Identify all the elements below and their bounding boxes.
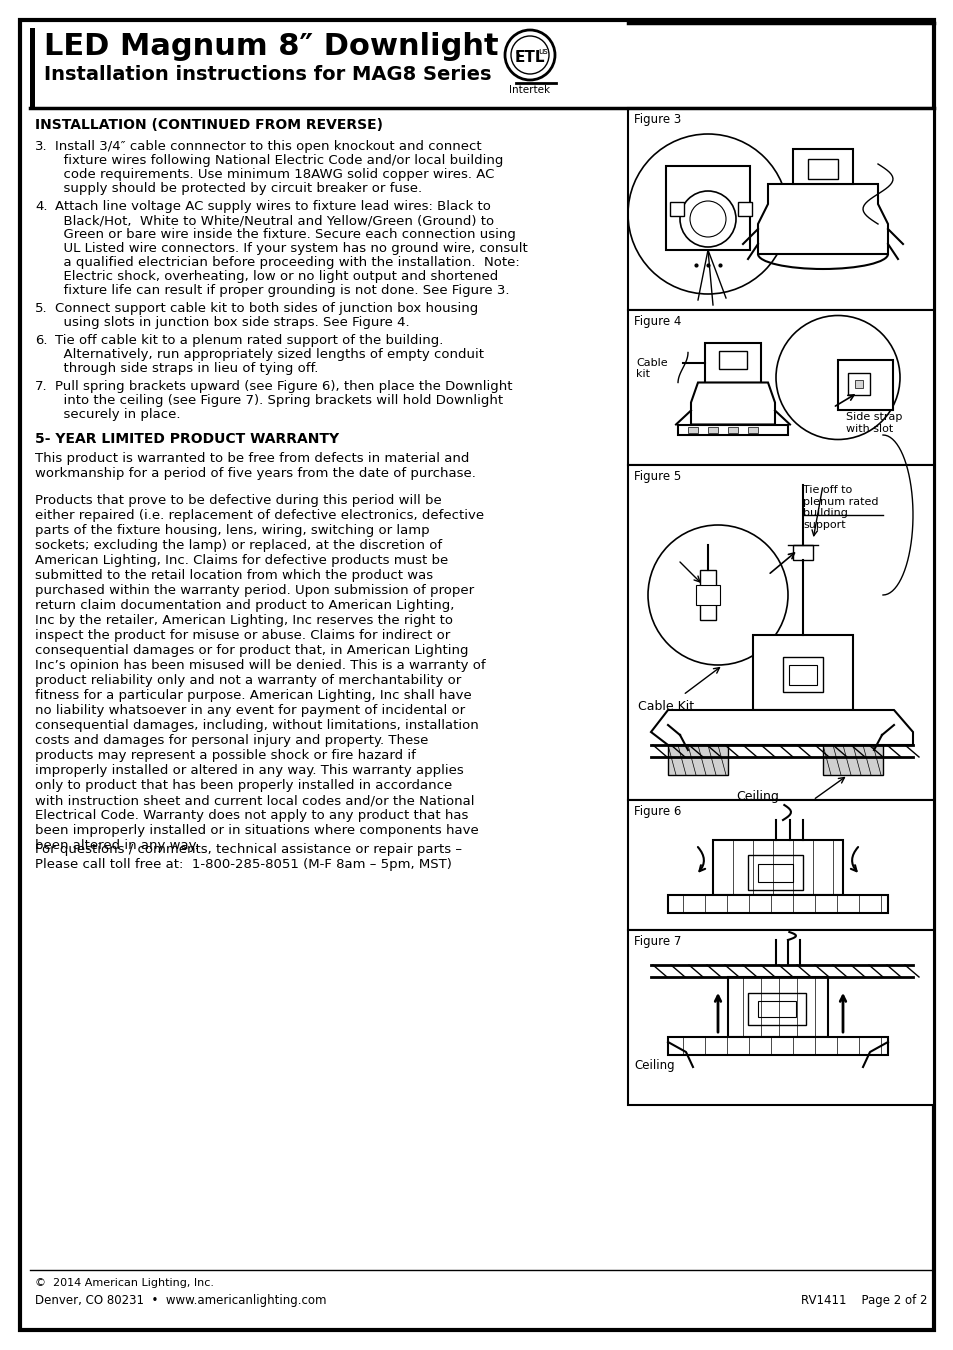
Text: Tie off to
plenum rated
building
support: Tie off to plenum rated building support	[802, 485, 878, 529]
Bar	[807, 159, 837, 180]
Text: Black/Hot,  White to White/Neutral and Yellow/Green (Ground) to: Black/Hot, White to White/Neutral and Ye…	[55, 215, 494, 227]
Bar	[792, 148, 852, 184]
Text: Cable Kit: Cable Kit	[638, 701, 694, 713]
Bar	[727, 427, 738, 432]
Bar	[752, 634, 852, 710]
Text: fixture wires following National Electric Code and/or local building: fixture wires following National Electri…	[55, 154, 503, 167]
Bar	[667, 895, 887, 913]
Bar	[678, 424, 787, 435]
Bar	[788, 666, 816, 684]
Text: Ceiling: Ceiling	[736, 790, 779, 803]
Bar	[758, 864, 792, 882]
Text: 3.: 3.	[35, 140, 48, 153]
Text: Figure 6: Figure 6	[634, 805, 680, 818]
Text: code requirements. Use minimum 18AWG solid copper wires. AC: code requirements. Use minimum 18AWG sol…	[55, 167, 494, 181]
Text: Connect support cable kit to both sides of junction box housing: Connect support cable kit to both sides …	[55, 302, 477, 315]
Bar	[665, 166, 749, 250]
Bar	[627, 108, 933, 310]
Text: 5.: 5.	[35, 302, 48, 315]
Text: fixture life can result if proper grounding is not done. See Figure 3.: fixture life can result if proper ground…	[55, 284, 509, 297]
Text: LED Magnum 8″ Downlight: LED Magnum 8″ Downlight	[44, 32, 498, 61]
Bar	[712, 840, 842, 895]
Text: Intertek: Intertek	[509, 85, 550, 94]
Text: Green or bare wire inside the fixture. Secure each connection using: Green or bare wire inside the fixture. S…	[55, 228, 516, 242]
Text: This product is warranted to be free from defects in material and
workmanship fo: This product is warranted to be free fro…	[35, 452, 476, 481]
Bar	[696, 585, 720, 605]
Text: Attach line voltage AC supply wires to fixture lead wires: Black to: Attach line voltage AC supply wires to f…	[55, 200, 491, 213]
Bar	[627, 930, 933, 1106]
Bar	[30, 28, 35, 108]
Text: c: c	[516, 49, 520, 57]
Bar	[704, 343, 760, 382]
Text: Figure 7: Figure 7	[634, 936, 680, 948]
Bar	[747, 994, 805, 1025]
Text: Cable
kit: Cable kit	[636, 358, 667, 379]
Bar	[822, 745, 882, 775]
Bar	[758, 1000, 795, 1017]
Bar	[707, 427, 718, 432]
Text: a qualified electrician before proceeding with the installation.  Note:: a qualified electrician before proceedin…	[55, 256, 519, 269]
Text: ETL: ETL	[515, 50, 545, 65]
Text: Ceiling: Ceiling	[634, 1058, 674, 1072]
Text: Figure 4: Figure 4	[634, 315, 680, 328]
Bar	[747, 855, 802, 890]
Text: For questions / comments, technical assistance or repair parts –
Please call tol: For questions / comments, technical assi…	[35, 842, 461, 871]
Bar	[700, 570, 716, 620]
Text: UL Listed wire connectors. If your system has no ground wire, consult: UL Listed wire connectors. If your syste…	[55, 242, 527, 255]
Text: Electric shock, overheating, low or no light output and shortened: Electric shock, overheating, low or no l…	[55, 270, 497, 284]
Text: 5- YEAR LIMITED PRODUCT WARRANTY: 5- YEAR LIMITED PRODUCT WARRANTY	[35, 432, 338, 446]
Bar	[738, 202, 751, 216]
Bar	[782, 657, 822, 693]
Text: Pull spring brackets upward (see Figure 6), then place the Downlight: Pull spring brackets upward (see Figure …	[55, 379, 512, 393]
Text: Products that prove to be defective during this period will be
either repaired (: Products that prove to be defective duri…	[35, 494, 485, 852]
Text: through side straps in lieu of tying off.: through side straps in lieu of tying off…	[55, 362, 318, 375]
Text: Figure 5: Figure 5	[634, 470, 680, 483]
Bar	[627, 801, 933, 930]
Text: Tie off cable kit to a plenum rated support of the building.: Tie off cable kit to a plenum rated supp…	[55, 333, 443, 347]
Text: 4.: 4.	[35, 200, 48, 213]
Polygon shape	[758, 184, 887, 254]
Text: Figure 3: Figure 3	[634, 113, 680, 126]
Text: Side strap
with slot: Side strap with slot	[845, 413, 902, 435]
Text: RV1411    Page 2 of 2: RV1411 Page 2 of 2	[801, 1295, 927, 1307]
Text: securely in place.: securely in place.	[55, 408, 180, 421]
Bar	[854, 379, 862, 387]
Bar	[669, 202, 683, 216]
Bar	[627, 464, 933, 801]
Bar	[667, 1037, 887, 1054]
Text: supply should be protected by circuit breaker or fuse.: supply should be protected by circuit br…	[55, 182, 421, 194]
Polygon shape	[690, 382, 774, 424]
Text: Installation instructions for MAG8 Series: Installation instructions for MAG8 Serie…	[44, 65, 491, 84]
Bar	[747, 427, 758, 432]
Text: Install 3/4″ cable connnector to this open knockout and connect: Install 3/4″ cable connnector to this op…	[55, 140, 481, 153]
Text: Denver, CO 80231  •  www.americanlighting.com: Denver, CO 80231 • www.americanlighting.…	[35, 1295, 326, 1307]
Bar	[687, 427, 698, 432]
Polygon shape	[650, 710, 912, 745]
Text: ©  2014 American Lighting, Inc.: © 2014 American Lighting, Inc.	[35, 1278, 213, 1288]
Bar	[627, 310, 933, 464]
Text: Alternatively, run appropriately sized lengths of empty conduit: Alternatively, run appropriately sized l…	[55, 348, 483, 360]
Text: INSTALLATION (CONTINUED FROM REVERSE): INSTALLATION (CONTINUED FROM REVERSE)	[35, 117, 382, 132]
Bar	[792, 545, 812, 560]
Bar	[667, 745, 727, 775]
Bar	[837, 359, 892, 409]
Bar	[727, 977, 827, 1037]
Text: using slots in junction box side straps. See Figure 4.: using slots in junction box side straps.…	[55, 316, 409, 329]
Text: us: us	[537, 47, 547, 55]
Bar	[847, 373, 869, 394]
Text: into the ceiling (see Figure 7). Spring brackets will hold Downlight: into the ceiling (see Figure 7). Spring …	[55, 394, 502, 406]
Text: 6.: 6.	[35, 333, 48, 347]
Text: 7.: 7.	[35, 379, 48, 393]
Bar	[719, 351, 746, 369]
